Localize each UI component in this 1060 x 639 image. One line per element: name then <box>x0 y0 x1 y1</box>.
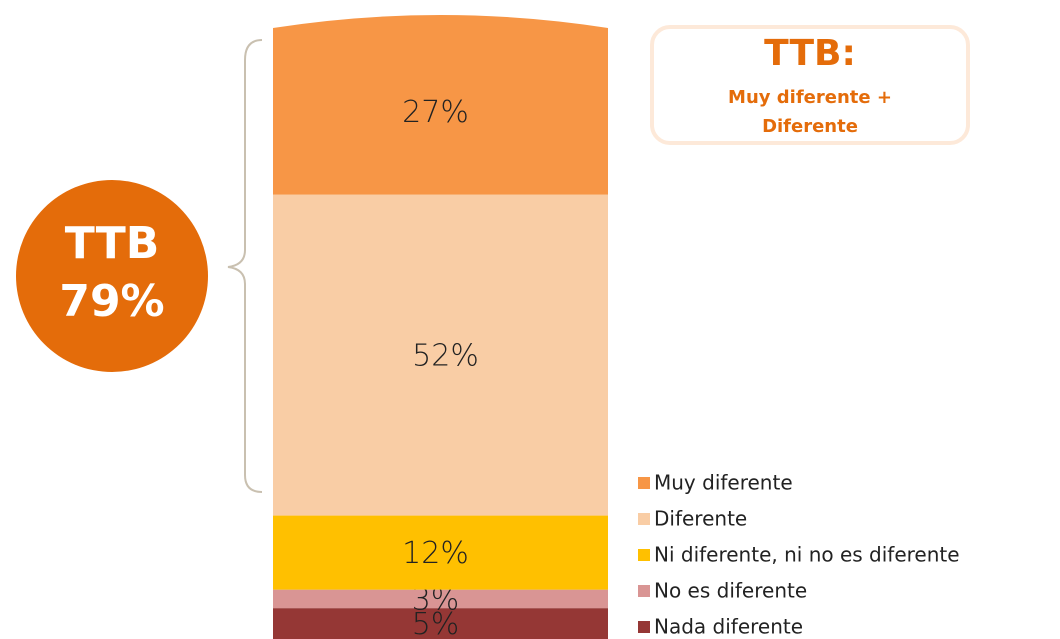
bar-segment <box>273 15 608 195</box>
ttb-circle <box>16 180 208 372</box>
value-label: 52% <box>412 339 479 374</box>
legend-swatch <box>638 549 650 561</box>
bar-segment <box>273 515 608 590</box>
legend-swatch <box>638 585 650 597</box>
legend-label: Diferente <box>654 507 747 531</box>
bar-segment <box>273 194 608 516</box>
value-label: 12% <box>402 536 469 571</box>
bracket <box>227 39 263 493</box>
legend-label: Nada diferente <box>654 615 803 639</box>
circle-text: TTB <box>65 218 160 269</box>
value-label: 5% <box>412 607 460 639</box>
legend-swatch <box>638 477 650 489</box>
box-text: Diferente <box>762 116 858 137</box>
legend-label: No es diferente <box>654 579 807 603</box>
bar-segment <box>273 589 608 609</box>
value-label: 27% <box>402 95 469 130</box>
box-text: Muy diferente + <box>728 87 892 108</box>
legend-label: Ni diferente, ni no es diferente <box>654 543 960 567</box>
bar-segment <box>273 608 608 639</box>
legend-swatch <box>638 513 650 525</box>
legend-swatch <box>638 621 650 633</box>
legend-label: Muy diferente <box>654 471 793 495</box>
circle-text: 79% <box>59 276 164 327</box>
ttb-box <box>650 25 970 145</box>
box-title: TTB: <box>764 33 856 74</box>
